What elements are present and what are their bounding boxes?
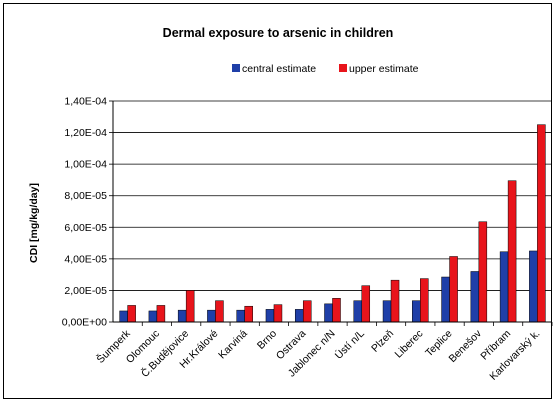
bar-central-estimate — [382, 300, 392, 323]
bar-central-estimate — [294, 309, 304, 323]
bar-central-estimate — [207, 309, 216, 323]
chart: Dermal exposure to arsenic in children c… — [28, 26, 553, 383]
x-tick-label: Karviná — [216, 328, 250, 362]
x-tick-label: Brno — [255, 328, 279, 352]
bar-central-estimate — [499, 251, 509, 323]
bar-central-estimate — [119, 310, 128, 323]
bar-central-estimate — [265, 309, 275, 323]
bar-upper-estimate — [478, 221, 488, 323]
bar-central-estimate — [236, 309, 245, 323]
bar-upper-estimate — [390, 279, 400, 323]
legend-label-upper: upper estimate — [349, 63, 419, 75]
x-tick-labels: ŠumperkOlomoucČ.BudějoviceHr.KrálovéKarv… — [94, 326, 543, 382]
x-tick-label: Ústí n/L — [332, 327, 367, 362]
axes — [109, 100, 553, 326]
x-tick-label: Liberec — [393, 328, 426, 361]
legend-swatch-central — [232, 64, 240, 72]
bar-upper-estimate — [361, 285, 371, 323]
bar-central-estimate — [441, 276, 450, 323]
y-tick-label: 1,40E-04 — [64, 96, 107, 108]
bar-upper-estimate — [273, 304, 283, 323]
legend: central estimate upper estimate — [232, 63, 419, 75]
chart-frame: Dermal exposure to arsenic in children c… — [3, 3, 553, 399]
y-tick-label: 6,00E-05 — [64, 222, 107, 234]
bar-upper-estimate — [449, 256, 458, 323]
bar-upper-estimate — [127, 305, 136, 323]
bar-upper-estimate — [156, 305, 166, 323]
bar-central-estimate — [412, 300, 421, 323]
bar-central-estimate — [177, 309, 187, 323]
y-axis-label: CDI [mg/kg/day] — [28, 183, 40, 263]
bar-upper-estimate — [244, 305, 253, 323]
bar-central-estimate — [324, 303, 333, 323]
x-tick-label: Benešov — [447, 327, 485, 365]
legend-label-central: central estimate — [242, 63, 316, 75]
gridlines — [113, 100, 552, 291]
bar-upper-estimate — [332, 298, 341, 323]
bar-central-estimate — [529, 250, 538, 323]
bar-upper-estimate — [215, 300, 224, 323]
bars — [119, 124, 546, 323]
chart-title: Dermal exposure to arsenic in children — [163, 26, 394, 40]
bar-central-estimate — [470, 271, 480, 323]
bar-upper-estimate — [420, 278, 429, 323]
legend-swatch-upper — [339, 64, 347, 72]
y-tick-label: 0,00E+00 — [62, 317, 107, 329]
y-tick-label: 8,00E-05 — [64, 190, 107, 202]
y-tick-label: 1,00E-04 — [64, 159, 107, 171]
bar-upper-estimate — [537, 124, 546, 323]
bar-central-estimate — [148, 310, 158, 323]
bar-upper-estimate — [185, 290, 195, 323]
bar-upper-estimate — [302, 300, 312, 323]
y-tick-label: 1,20E-04 — [64, 127, 107, 139]
y-tick-labels: 0,00E+00 2,00E-05 4,00E-05 6,00E-05 8,00E-05… — [62, 96, 107, 329]
x-tick-label: Plzeň — [369, 328, 396, 355]
y-tick-label: 4,00E-05 — [64, 253, 107, 265]
y-tick-label: 2,00E-05 — [64, 285, 107, 297]
bar-central-estimate — [353, 300, 363, 323]
bar-upper-estimate — [507, 180, 517, 323]
